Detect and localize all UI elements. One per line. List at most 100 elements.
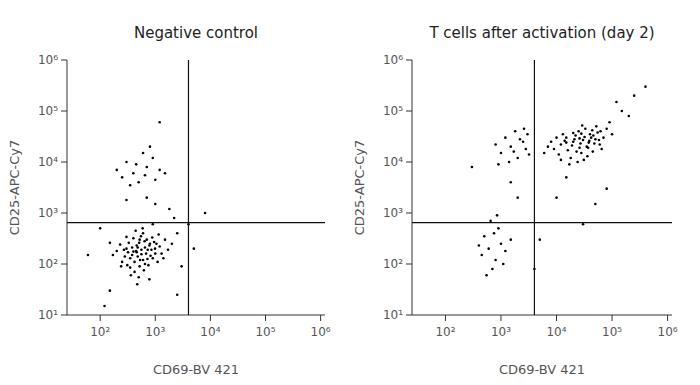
event-dot: [154, 178, 157, 181]
x-tick-label: 10⁶: [311, 325, 331, 339]
y-tick-label: 10¹: [38, 308, 58, 322]
event-dot: [578, 146, 581, 149]
x-tick: [265, 315, 266, 321]
event-dot: [164, 172, 167, 175]
event-dot: [565, 141, 568, 144]
event-dot: [522, 140, 525, 143]
y-tick: [61, 111, 67, 112]
event-dot: [582, 223, 585, 226]
event-dot: [133, 261, 136, 264]
event-dot: [140, 248, 143, 251]
x-tick: [445, 315, 446, 321]
event-dot: [145, 252, 148, 255]
event-dot: [87, 254, 90, 257]
x-tick: [500, 315, 501, 321]
event-dot: [502, 263, 505, 266]
event-dot: [589, 133, 592, 136]
event-dot: [121, 261, 124, 264]
y-tick: [406, 111, 412, 112]
event-dot: [151, 223, 154, 226]
event-dot: [611, 133, 614, 136]
event-dot: [153, 241, 156, 244]
event-dot: [149, 145, 152, 148]
event-dot: [471, 166, 474, 169]
event-dot: [497, 163, 500, 166]
event-dot: [565, 136, 568, 139]
event-dot: [136, 283, 139, 286]
event-dot: [547, 145, 550, 148]
event-dot: [127, 242, 130, 245]
event-dot: [595, 125, 598, 128]
event-dot: [553, 148, 556, 151]
event-dot: [568, 163, 571, 166]
event-dot: [512, 150, 515, 153]
event-dot: [109, 242, 112, 245]
event-dot: [135, 251, 138, 254]
event-dot: [125, 247, 128, 250]
y-tick-label: 10⁴: [38, 155, 58, 169]
event-dot: [582, 139, 585, 142]
event-dot: [555, 196, 558, 199]
event-dot: [176, 293, 179, 296]
event-dot: [132, 237, 135, 240]
y-tick: [61, 315, 67, 316]
x-tick: [556, 315, 557, 321]
y-tick: [61, 162, 67, 163]
event-dot: [138, 265, 141, 268]
x-tick: [210, 315, 211, 321]
event-dot: [572, 140, 575, 143]
event-dot: [141, 227, 144, 230]
event-dot: [139, 259, 142, 262]
gate-horizontal: [67, 222, 325, 223]
event-dot: [132, 172, 135, 175]
event-dot: [142, 152, 145, 155]
event-dot: [593, 142, 596, 145]
event-dot: [112, 254, 115, 257]
event-dot: [600, 148, 603, 151]
event-dot: [596, 131, 599, 134]
event-dot: [171, 242, 174, 245]
event-dot: [602, 136, 605, 139]
y-tick-label: 10⁵: [38, 104, 58, 118]
event-dot: [143, 240, 146, 243]
y-axis-label: CD25-APC-Cy7: [352, 140, 367, 236]
event-dot: [173, 217, 176, 220]
event-dot: [154, 203, 157, 206]
event-dot: [491, 268, 494, 271]
event-dot: [115, 250, 118, 253]
event-dot: [148, 244, 151, 247]
event-dot: [478, 244, 481, 247]
y-tick: [61, 213, 67, 214]
y-tick-label: 10⁵: [383, 104, 403, 118]
event-dot: [591, 129, 594, 132]
event-dot: [144, 263, 147, 266]
x-tick-label: 10⁴: [200, 325, 220, 339]
event-dot: [528, 153, 531, 156]
y-tick-label: 10¹: [383, 308, 403, 322]
event-dot: [158, 121, 161, 124]
y-tick-label: 10⁴: [383, 155, 403, 169]
event-dot: [496, 214, 499, 217]
event-dot: [154, 247, 157, 250]
y-axis-line: [412, 60, 413, 315]
x-tick: [100, 315, 101, 321]
gate-vertical: [534, 60, 535, 315]
y-tick: [406, 60, 412, 61]
plot-area: [67, 60, 325, 315]
y-tick: [61, 60, 67, 61]
panel: Negative control10²10³10⁴10⁵10⁶10¹10²10³…: [7, 24, 331, 377]
event-dot: [133, 271, 136, 274]
event-dot: [599, 130, 602, 133]
event-dot: [145, 196, 148, 199]
x-tick: [320, 315, 321, 321]
event-dot: [487, 247, 490, 250]
event-dot: [567, 149, 570, 152]
event-dot: [137, 181, 140, 184]
event-dot: [149, 254, 152, 257]
event-dot: [500, 242, 503, 245]
event-dot: [164, 238, 167, 241]
event-dot: [560, 143, 563, 146]
x-axis-line: [67, 315, 325, 316]
y-tick-label: 10³: [38, 206, 58, 220]
event-dot: [580, 132, 583, 135]
